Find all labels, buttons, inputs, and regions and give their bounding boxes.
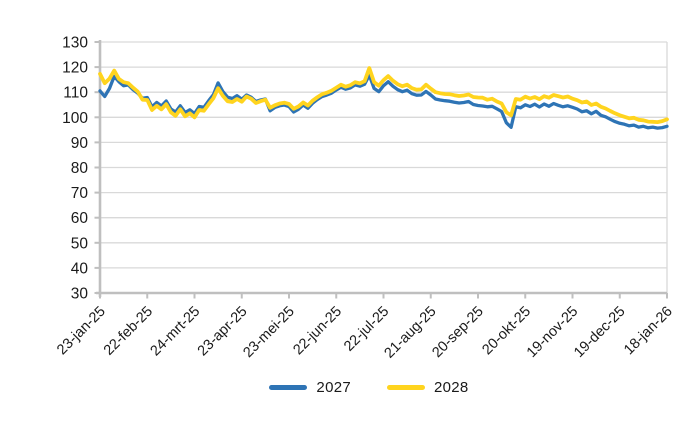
legend-swatch-2028 <box>387 385 425 390</box>
y-axis-label-120: 120 <box>62 60 88 77</box>
y-axis-label-30: 30 <box>71 286 89 303</box>
y-axis-label-70: 70 <box>71 185 89 202</box>
y-axis-label-80: 80 <box>71 160 89 177</box>
legend-item-2027: 2027 <box>269 379 351 396</box>
x-axis-label-22-jun-25: 22-jun-25 <box>290 304 345 359</box>
y-axis-label-60: 60 <box>71 210 89 227</box>
y-axis-label-40: 40 <box>71 260 89 277</box>
x-axis-label-23-jan-25: 23-jan-25 <box>54 304 109 359</box>
y-axis-label-90: 90 <box>71 135 89 152</box>
y-axis-label-130: 130 <box>62 35 88 52</box>
series-line-2028 <box>98 66 669 124</box>
series-line-2027 <box>98 73 669 130</box>
x-axis-label-18-jan-26: 18-jan-26 <box>621 304 676 359</box>
legend-swatch-2027 <box>269 385 308 390</box>
x-axis-label-21-aug-25: 21-aug-25 <box>382 304 440 362</box>
y-axis-label-50: 50 <box>71 235 89 252</box>
y-axis-label-110: 110 <box>63 85 88 102</box>
chart-legend: 2027 2028 <box>0 379 700 396</box>
x-axis-label-19-dec-25: 19-dec-25 <box>571 304 628 361</box>
legend-label-2027: 2027 <box>316 379 351 396</box>
x-axis-label-24-mrt-25: 24-mrt-25 <box>148 304 204 360</box>
legend-item-2028: 2028 <box>387 379 469 396</box>
x-axis-label-20-sep-25: 20-sep-25 <box>429 304 486 361</box>
x-axis-label-22-feb-25: 22-feb-25 <box>101 304 156 359</box>
x-axis-label-23-mei-25: 23-mei-25 <box>240 304 297 361</box>
y-axis-label-100: 100 <box>62 110 88 127</box>
legend-label-2028: 2028 <box>434 379 469 396</box>
